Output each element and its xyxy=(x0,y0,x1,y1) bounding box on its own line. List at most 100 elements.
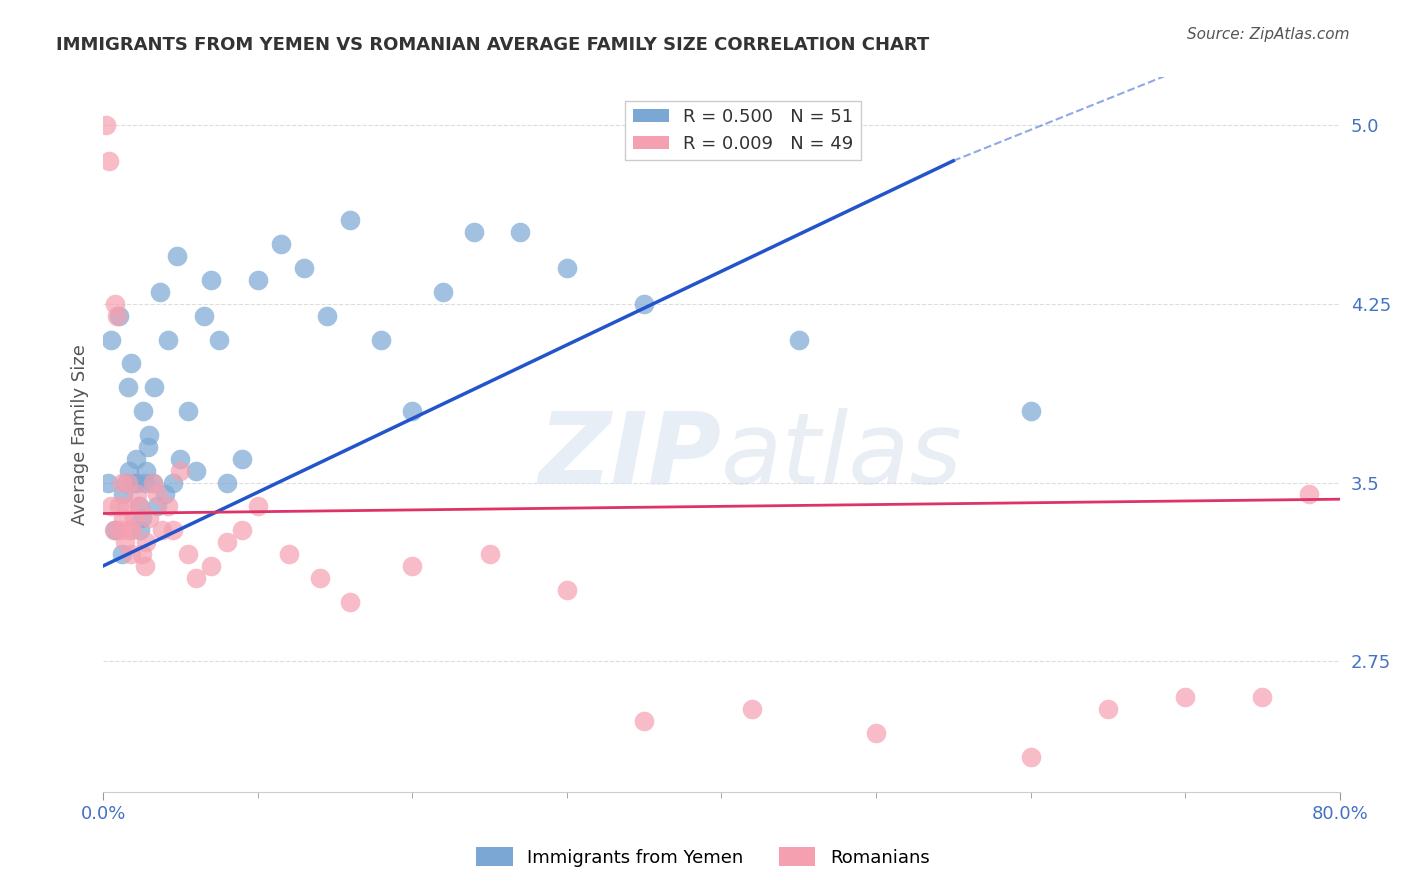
Point xyxy=(142,475,165,490)
Point xyxy=(138,511,160,525)
Point xyxy=(463,225,485,239)
Point xyxy=(120,547,142,561)
Point xyxy=(104,297,127,311)
Point xyxy=(117,475,139,490)
Point xyxy=(401,558,423,573)
Point xyxy=(277,547,299,561)
Point xyxy=(104,523,127,537)
Legend: Immigrants from Yemen, Romanians: Immigrants from Yemen, Romanians xyxy=(470,840,936,874)
Point xyxy=(142,475,165,490)
Point xyxy=(401,404,423,418)
Text: ZIP: ZIP xyxy=(538,408,721,505)
Point xyxy=(231,523,253,537)
Point xyxy=(1298,487,1320,501)
Point xyxy=(149,285,172,299)
Point xyxy=(111,475,134,490)
Point xyxy=(308,571,330,585)
Point xyxy=(107,309,129,323)
Point xyxy=(432,285,454,299)
Point xyxy=(146,500,169,514)
Point xyxy=(246,273,269,287)
Point xyxy=(124,451,146,466)
Point xyxy=(509,225,531,239)
Point xyxy=(157,500,180,514)
Point xyxy=(128,500,150,514)
Point xyxy=(270,237,292,252)
Point xyxy=(200,558,222,573)
Point xyxy=(138,428,160,442)
Point xyxy=(134,558,156,573)
Point xyxy=(339,595,361,609)
Point xyxy=(193,309,215,323)
Y-axis label: Average Family Size: Average Family Size xyxy=(72,344,89,525)
Point xyxy=(184,464,207,478)
Point xyxy=(633,714,655,728)
Point xyxy=(633,297,655,311)
Point xyxy=(129,523,152,537)
Point xyxy=(136,440,159,454)
Point xyxy=(246,500,269,514)
Point xyxy=(118,464,141,478)
Point xyxy=(215,475,238,490)
Point xyxy=(865,725,887,739)
Point xyxy=(208,333,231,347)
Point xyxy=(150,523,173,537)
Point xyxy=(1251,690,1274,704)
Point xyxy=(96,118,118,132)
Point xyxy=(135,464,157,478)
Text: Source: ZipAtlas.com: Source: ZipAtlas.com xyxy=(1187,27,1350,42)
Point xyxy=(215,535,238,549)
Point xyxy=(339,213,361,227)
Point xyxy=(131,547,153,561)
Point xyxy=(169,464,191,478)
Point xyxy=(162,523,184,537)
Point xyxy=(555,582,578,597)
Point xyxy=(122,511,145,525)
Point xyxy=(115,500,138,514)
Point xyxy=(128,500,150,514)
Point xyxy=(1174,690,1197,704)
Point xyxy=(555,261,578,276)
Point xyxy=(231,451,253,466)
Point xyxy=(122,475,145,490)
Point xyxy=(127,487,149,501)
Point xyxy=(107,500,129,514)
Point xyxy=(121,523,143,537)
Text: IMMIGRANTS FROM YEMEN VS ROMANIAN AVERAGE FAMILY SIZE CORRELATION CHART: IMMIGRANTS FROM YEMEN VS ROMANIAN AVERAG… xyxy=(56,36,929,54)
Point xyxy=(100,333,122,347)
Point xyxy=(787,333,810,347)
Point xyxy=(741,702,763,716)
Point xyxy=(112,511,135,525)
Point xyxy=(134,475,156,490)
Point xyxy=(97,475,120,490)
Point xyxy=(127,475,149,490)
Point xyxy=(146,487,169,501)
Point xyxy=(166,249,188,263)
Point xyxy=(108,523,131,537)
Point xyxy=(135,535,157,549)
Point xyxy=(1019,404,1042,418)
Point xyxy=(111,547,134,561)
Point xyxy=(131,511,153,525)
Point xyxy=(153,487,176,501)
Point xyxy=(117,380,139,394)
Text: atlas: atlas xyxy=(721,408,963,505)
Point xyxy=(100,500,122,514)
Point xyxy=(177,404,200,418)
Point xyxy=(114,535,136,549)
Point xyxy=(200,273,222,287)
Point xyxy=(177,547,200,561)
Point xyxy=(98,153,121,168)
Point xyxy=(115,475,138,490)
Point xyxy=(157,333,180,347)
Point xyxy=(370,333,392,347)
Point xyxy=(162,475,184,490)
Point xyxy=(143,380,166,394)
Point xyxy=(105,309,128,323)
Point xyxy=(1019,749,1042,764)
Legend: R = 0.500   N = 51, R = 0.009   N = 49: R = 0.500 N = 51, R = 0.009 N = 49 xyxy=(626,101,860,161)
Point xyxy=(132,404,155,418)
Point xyxy=(118,523,141,537)
Point xyxy=(169,451,191,466)
Point xyxy=(478,547,501,561)
